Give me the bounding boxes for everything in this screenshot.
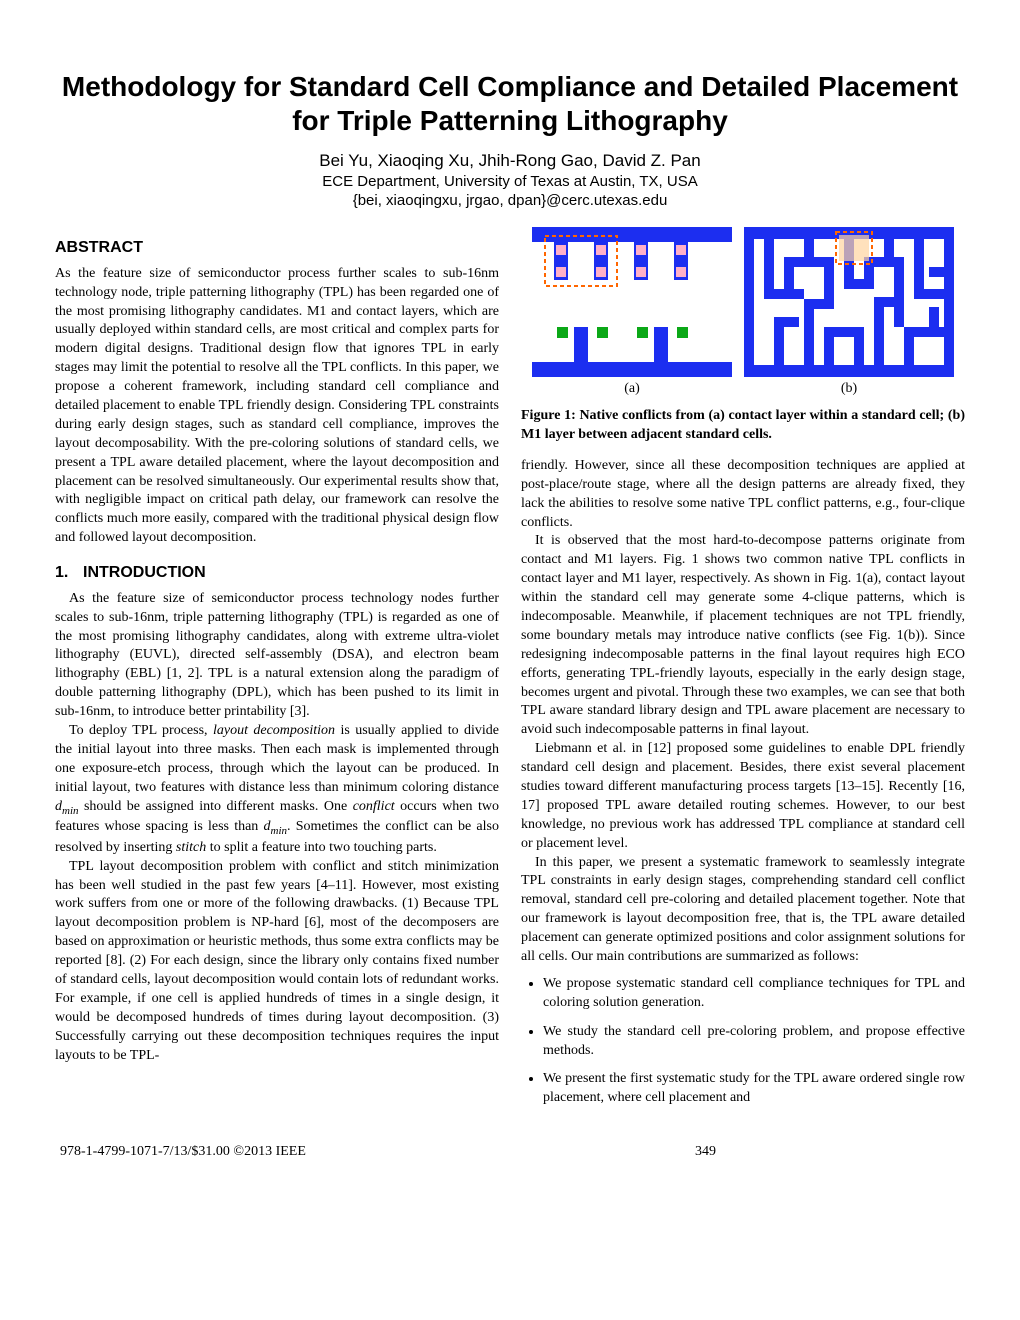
- footer: 978-1-4799-1071-7/13/$31.00 ©2013 IEEE 3…: [55, 1144, 965, 1160]
- figure-1-caption: Figure 1: Native conflicts from (a) cont…: [521, 407, 965, 445]
- page-number: 349: [695, 1144, 716, 1160]
- circuit-diagram-b-icon: [744, 227, 954, 377]
- contribution-item-1: We propose systematic standard cell comp…: [543, 975, 965, 1013]
- two-column-body: ABSTRACT As the feature size of semicond…: [55, 227, 965, 1118]
- abstract-heading: ABSTRACT: [55, 237, 499, 259]
- intro-paragraph-2: To deploy TPL process, layout decomposit…: [55, 722, 499, 858]
- figure-1b: (b): [744, 227, 954, 399]
- abstract-text: As the feature size of semiconductor pro…: [55, 265, 499, 548]
- figure-1: (a): [521, 227, 965, 445]
- affiliation: ECE Department, University of Texas at A…: [55, 173, 965, 190]
- col2-paragraph-3: Liebmann et al. in [12] proposed some gu…: [521, 740, 965, 853]
- copyright-text: 978-1-4799-1071-7/13/$31.00 ©2013 IEEE: [60, 1144, 306, 1160]
- email: {bei, xiaoqingxu, jrgao, dpan}@cerc.utex…: [55, 192, 965, 209]
- section-title: INTRODUCTION: [83, 564, 206, 581]
- right-column: (a): [521, 227, 965, 1118]
- contribution-item-2: We study the standard cell pre-coloring …: [543, 1023, 965, 1061]
- figure-1a: (a): [532, 227, 732, 399]
- col2-paragraph-4: In this paper, we present a systematic f…: [521, 854, 965, 967]
- intro-paragraph-3: TPL layout decomposition problem with co…: [55, 858, 499, 1066]
- section-number: 1.: [55, 562, 83, 584]
- intro-paragraph-1: As the feature size of semiconductor pro…: [55, 590, 499, 722]
- subfig-label-b: (b): [841, 380, 857, 399]
- intro-heading: 1.INTRODUCTION: [55, 562, 499, 584]
- left-column: ABSTRACT As the feature size of semicond…: [55, 227, 499, 1118]
- col2-paragraph-1: friendly. However, since all these decom…: [521, 457, 965, 533]
- contribution-item-3: We present the first systematic study fo…: [543, 1070, 965, 1108]
- contributions-list: We propose systematic standard cell comp…: [521, 975, 965, 1108]
- subfig-label-a: (a): [624, 380, 640, 399]
- col2-paragraph-2: It is observed that the most hard-to-dec…: [521, 532, 965, 740]
- circuit-diagram-a-icon: [532, 227, 732, 377]
- paper-title: Methodology for Standard Cell Compliance…: [55, 70, 965, 137]
- authors: Bei Yu, Xiaoqing Xu, Jhih-Rong Gao, Davi…: [55, 151, 965, 171]
